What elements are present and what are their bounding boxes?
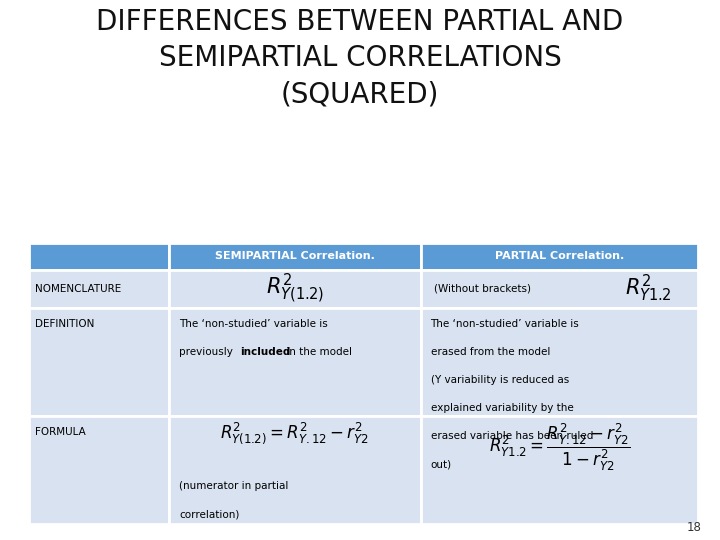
Bar xyxy=(420,308,698,416)
Bar xyxy=(169,243,420,269)
Text: The ‘non-studied’ variable is: The ‘non-studied’ variable is xyxy=(179,319,328,329)
Bar xyxy=(29,269,169,308)
Bar xyxy=(29,243,169,269)
Text: 18: 18 xyxy=(687,521,702,534)
Text: NOMENCLATURE: NOMENCLATURE xyxy=(35,284,122,294)
Text: SEMIPARTIAL Correlation.: SEMIPARTIAL Correlation. xyxy=(215,251,375,261)
Bar xyxy=(420,416,698,524)
Text: $R^2_{Y(1.2)} = R^2_{Y.12} - r^2_{Y2}$: $R^2_{Y(1.2)} = R^2_{Y.12} - r^2_{Y2}$ xyxy=(220,421,369,446)
Text: DIFFERENCES BETWEEN PARTIAL AND: DIFFERENCES BETWEEN PARTIAL AND xyxy=(96,8,624,36)
Text: FORMULA: FORMULA xyxy=(35,427,86,437)
Bar xyxy=(29,308,169,416)
Text: (Y variability is reduced as: (Y variability is reduced as xyxy=(431,375,569,385)
Bar xyxy=(420,243,698,269)
Text: erased variable has been ruled: erased variable has been ruled xyxy=(431,431,593,441)
Text: in the model: in the model xyxy=(283,347,352,357)
Text: out): out) xyxy=(431,459,451,469)
Text: included: included xyxy=(240,347,290,357)
Bar xyxy=(29,416,169,524)
Text: explained variability by the: explained variability by the xyxy=(431,403,573,413)
Text: (SQUARED): (SQUARED) xyxy=(281,80,439,109)
Text: (numerator in partial: (numerator in partial xyxy=(179,481,289,491)
Text: (Without brackets): (Without brackets) xyxy=(434,284,531,294)
Bar xyxy=(169,416,420,524)
Text: correlation): correlation) xyxy=(179,509,240,519)
Text: PARTIAL Correlation.: PARTIAL Correlation. xyxy=(495,251,624,261)
Text: $R^2_{Y1.2}$: $R^2_{Y1.2}$ xyxy=(625,273,672,304)
Bar xyxy=(169,308,420,416)
Text: $R^2_{Y1.2} = \dfrac{R^2_{Y.12} - r^2_{Y2}}{1 - r^2_{Y2}}$: $R^2_{Y1.2} = \dfrac{R^2_{Y.12} - r^2_{Y… xyxy=(489,422,630,473)
Text: SEMIPARTIAL CORRELATIONS: SEMIPARTIAL CORRELATIONS xyxy=(158,44,562,72)
Text: DEFINITION: DEFINITION xyxy=(35,319,95,329)
Text: previously: previously xyxy=(179,347,237,357)
Text: The ‘non-studied’ variable is: The ‘non-studied’ variable is xyxy=(431,319,580,329)
Text: $R^2_{Y(1.2)}$: $R^2_{Y(1.2)}$ xyxy=(266,272,324,306)
Bar xyxy=(420,269,698,308)
Bar xyxy=(169,269,420,308)
Text: erased from the model: erased from the model xyxy=(431,347,550,357)
